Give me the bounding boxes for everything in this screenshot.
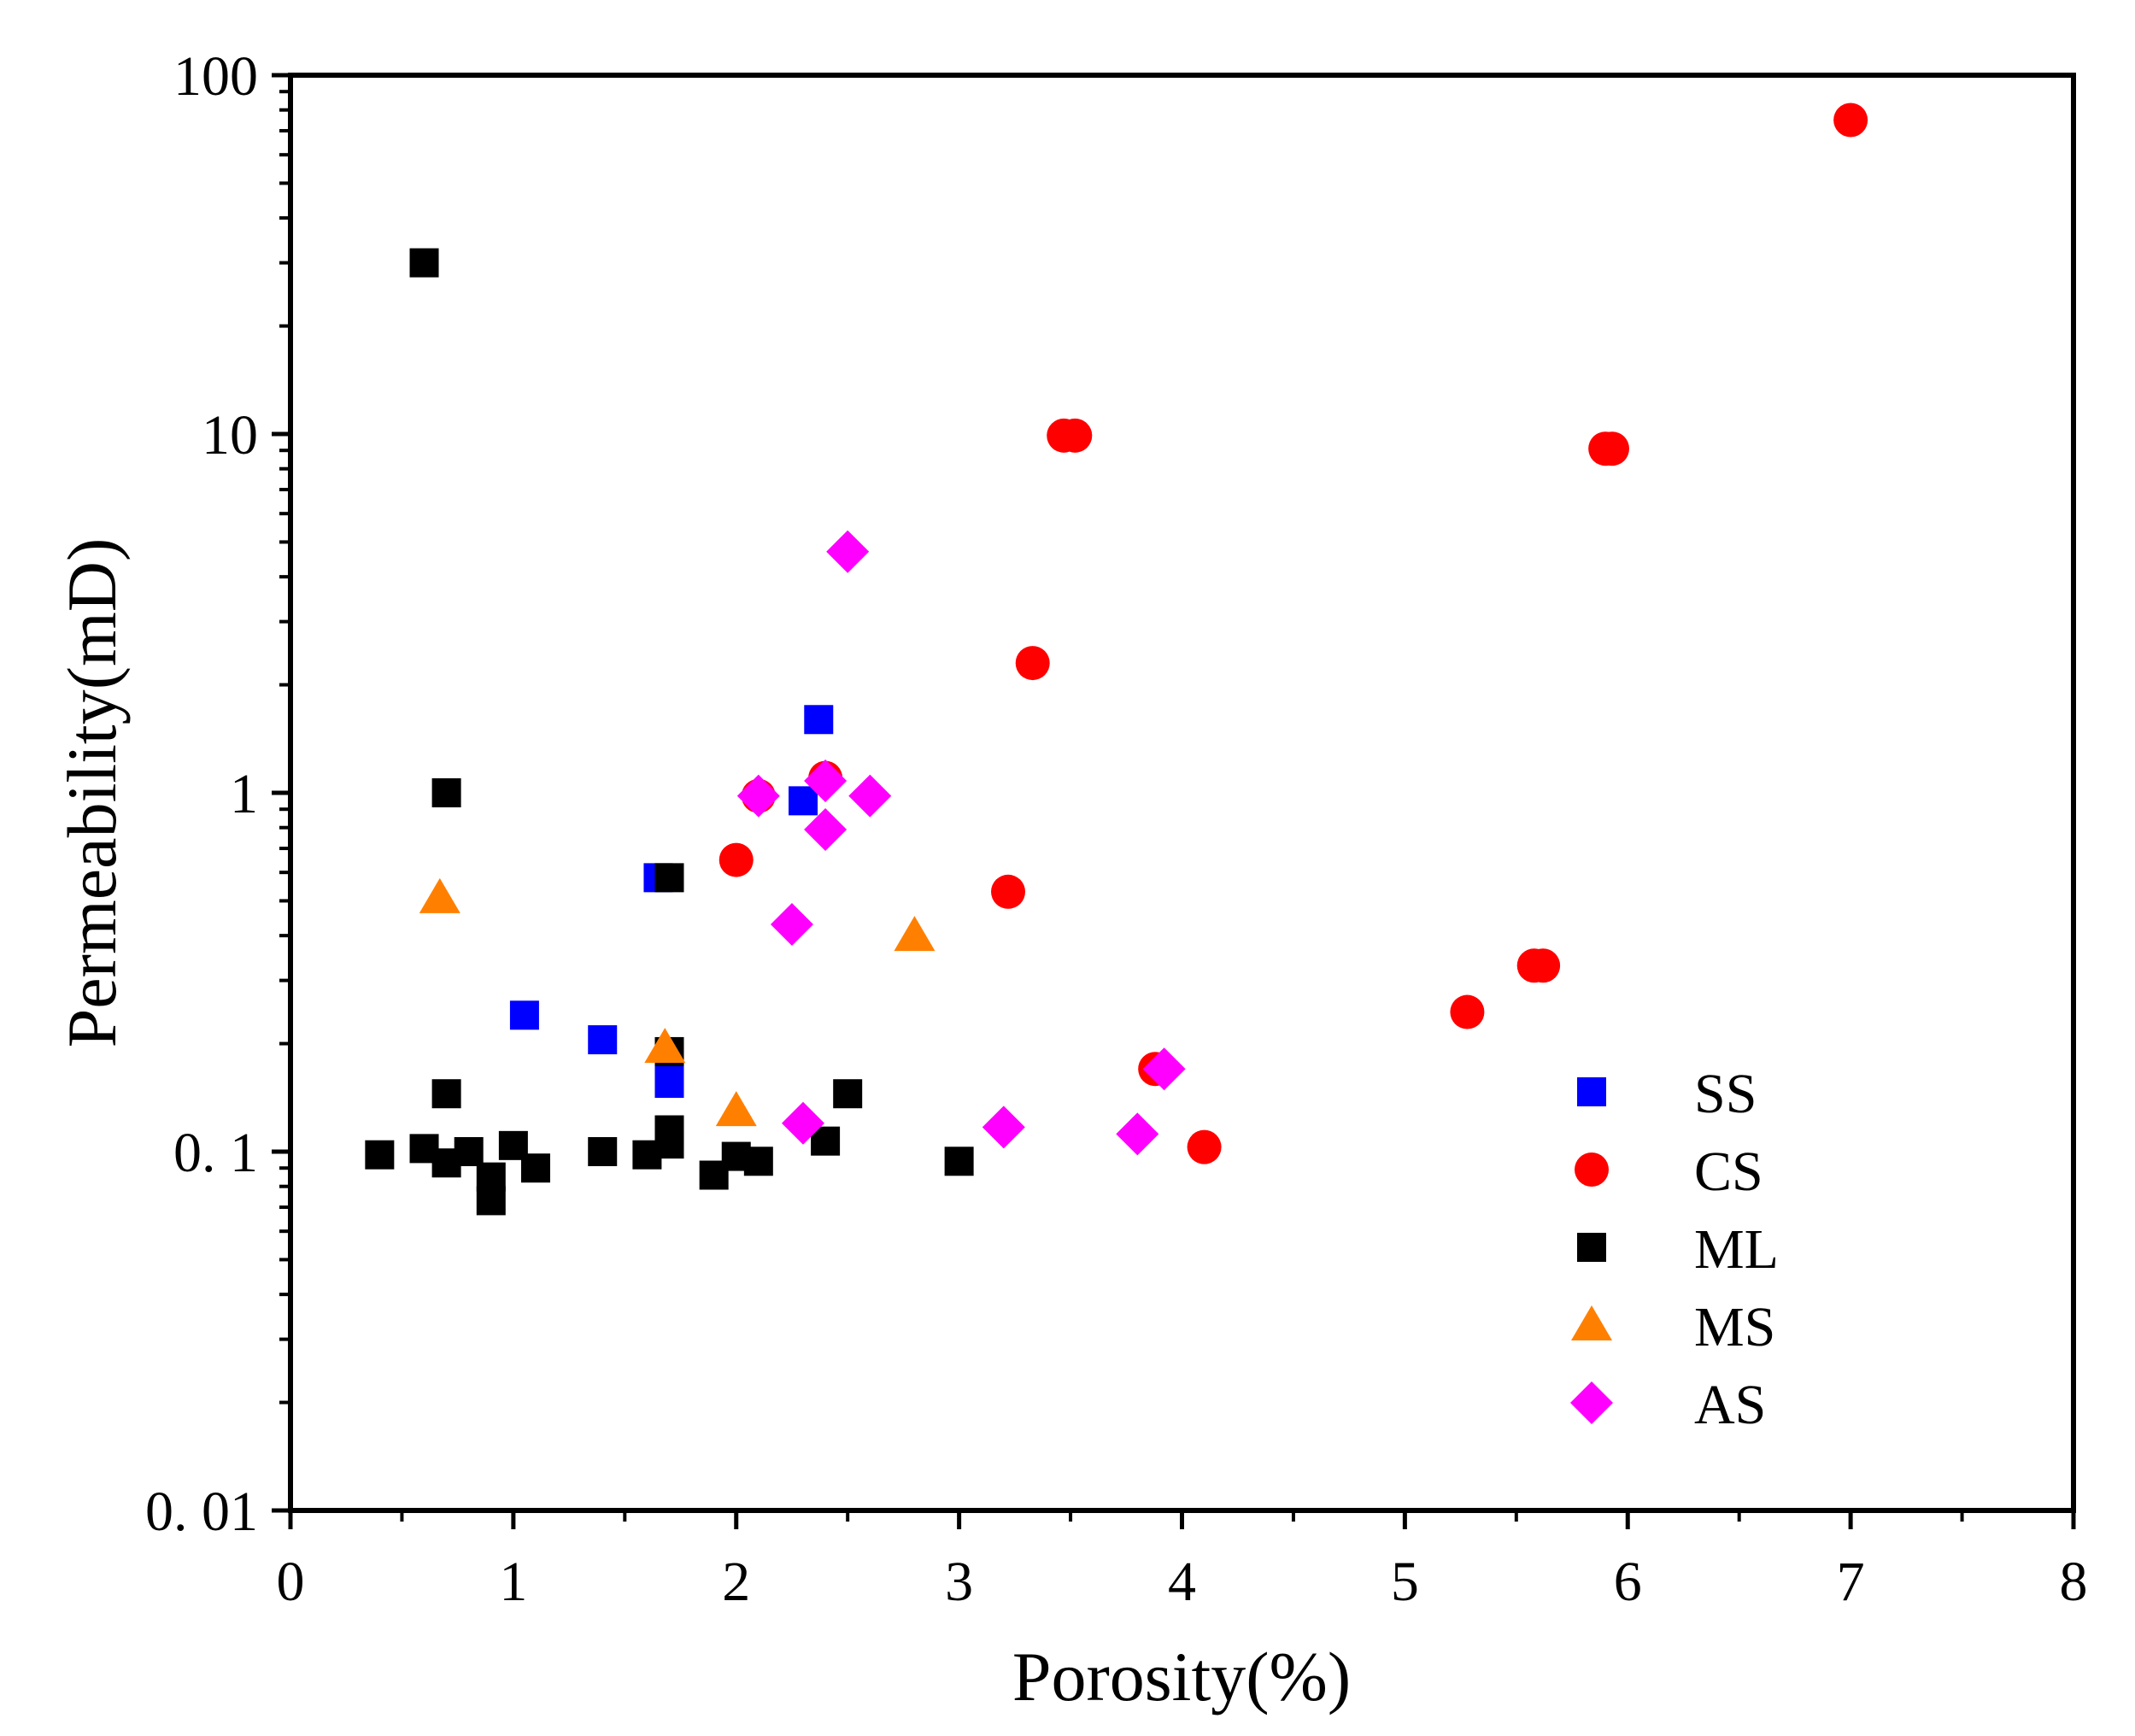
point-cs [1187,1129,1222,1164]
x-axis-title: Porosity(%) [1012,1638,1351,1715]
point-ms [644,1028,686,1064]
legend-label: MS [1694,1296,1775,1358]
legend-item-cs: CS [1575,1141,1763,1203]
x-tick-label: 6 [1614,1551,1642,1613]
legend-item-as: AS [1570,1374,1766,1436]
point-ml [409,248,439,278]
point-ml [431,778,461,807]
point-ms [894,916,936,952]
legend-marker-ms [1571,1305,1612,1340]
x-axis-ticks: 0 1 2 3 4 5 6 7 8 [277,1510,2088,1613]
x-tick-label: 4 [1168,1551,1196,1613]
legend-label: SS [1694,1063,1757,1125]
legend: SS CS ML MS AS [1570,1063,1779,1436]
plot-frame [288,73,2076,1513]
y-tick-label: 100 [173,45,258,108]
point-ml [833,1079,863,1109]
y-tick-label: 0. 01 [145,1481,258,1543]
point-ml [654,863,684,893]
point-cs [991,874,1026,909]
series-cs [719,103,1868,1164]
y-tick-label: 1 [230,763,258,825]
y-tick-label: 10 [202,404,258,466]
legend-label: AS [1694,1374,1766,1436]
point-ml [520,1153,550,1183]
point-cs [1833,103,1868,138]
data-points [365,103,1868,1216]
point-cs [1594,431,1629,466]
legend-label: CS [1694,1141,1763,1203]
series-ml [365,248,974,1216]
legend-item-ms: MS [1571,1296,1775,1358]
point-cs [1450,994,1485,1029]
point-as [848,774,892,818]
point-ml [431,1079,461,1109]
point-ml [454,1137,484,1166]
point-ml [944,1147,974,1176]
legend-marker-ss [1577,1077,1606,1106]
point-ss [509,1000,539,1030]
point-as [804,807,848,851]
x-tick-label: 3 [945,1551,973,1613]
point-as [804,759,848,802]
x-tick-label: 8 [2060,1551,2088,1613]
y-tick-label: 0. 1 [173,1122,258,1184]
point-as [826,530,870,573]
x-tick-label: 0 [277,1551,305,1613]
point-ml [588,1137,618,1166]
y-axis-title: Permeability(mD) [53,538,131,1048]
legend-label: ML [1694,1218,1779,1281]
point-cs [1058,418,1093,453]
legend-item-ml: ML [1577,1218,1779,1281]
point-cs [719,842,754,877]
point-ms [419,877,460,913]
point-cs [1015,646,1050,681]
point-ml [743,1147,773,1176]
point-ml [654,1115,684,1145]
point-ss [789,786,818,816]
x-tick-label: 2 [722,1551,750,1613]
point-as [782,1101,825,1145]
point-as [1116,1112,1159,1156]
point-ml [365,1140,395,1170]
point-as [1142,1047,1186,1091]
point-cs [1526,948,1561,983]
series-as [736,530,1186,1156]
legend-marker-ml [1577,1233,1606,1262]
legend-marker-cs [1575,1152,1609,1187]
point-ml [476,1186,506,1216]
point-ms [715,1091,757,1127]
point-as [770,902,813,946]
point-ss [588,1025,618,1055]
point-as [982,1106,1025,1149]
y-axis-ticks: 0. 01 0. 1 1 10 100 [145,45,290,1543]
legend-marker-as [1570,1381,1613,1424]
legend-item-ss: SS [1577,1063,1757,1125]
point-ss [804,705,834,735]
x-tick-label: 7 [1837,1551,1865,1613]
x-tick-label: 5 [1391,1551,1419,1613]
series-ms [419,877,936,1127]
x-tick-label: 1 [499,1551,527,1613]
point-as [736,774,780,818]
